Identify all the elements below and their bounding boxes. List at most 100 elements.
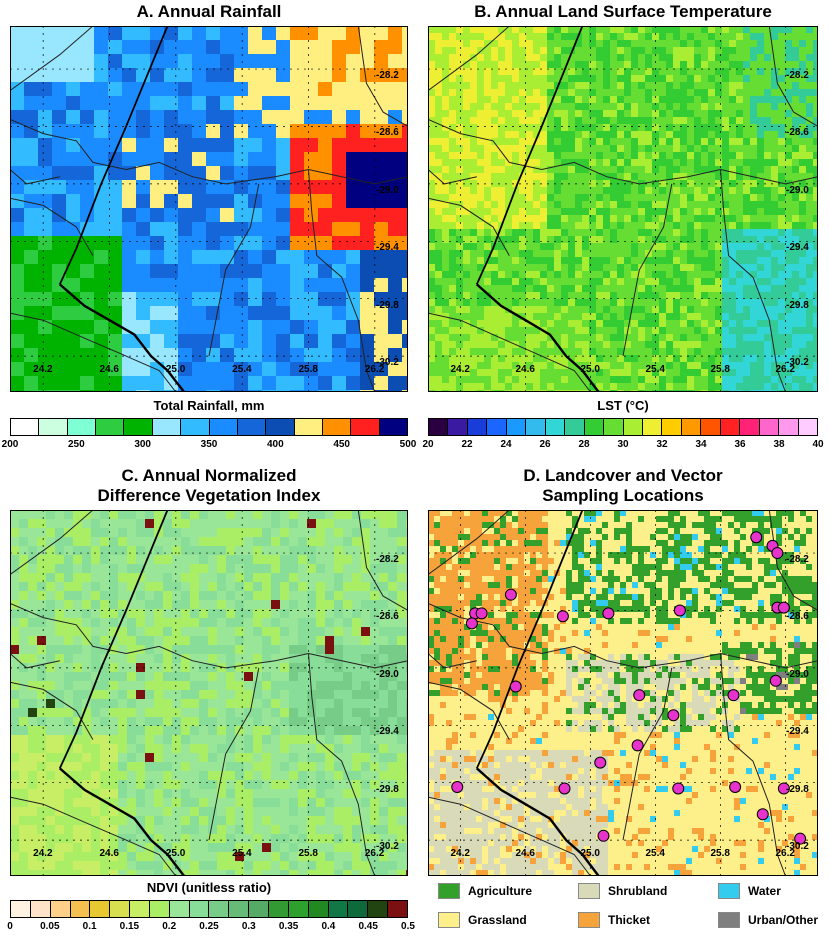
- lst-colorbar-label: LST (°C): [597, 398, 649, 413]
- panel-d-title-line1: D. Landcover and Vector: [523, 466, 723, 485]
- y-tick-label: -29.0: [786, 668, 809, 680]
- district-boundary: [768, 26, 818, 127]
- district-boundary: [10, 681, 94, 740]
- y-tick-label: -28.2: [376, 70, 399, 82]
- district-boundary: [720, 653, 786, 876]
- panel-a-title: A. Annual Rainfall: [136, 2, 282, 21]
- colorbar-swatch: [759, 419, 780, 435]
- y-tick-label: -29.8: [786, 783, 809, 795]
- x-tick-label: 25.0: [580, 364, 600, 375]
- sampling-point: [594, 756, 607, 769]
- colorbar-tick-label: 400: [266, 439, 284, 450]
- colorbar-swatch: [50, 901, 71, 917]
- y-tick-label: -29.4: [376, 242, 399, 254]
- colorbar-swatch: [623, 419, 643, 435]
- y-tick-label: -30.2: [786, 357, 809, 369]
- legend-label: Thicket: [608, 913, 651, 927]
- x-tick-label: 26.2: [364, 848, 385, 859]
- lst-map: [428, 26, 818, 392]
- x-tick-label: 25.8: [298, 364, 318, 375]
- panel-b-title: B. Annual Land Surface Temperature: [474, 2, 772, 21]
- y-tick-label: -29.8: [376, 783, 399, 795]
- colorbar-swatch: [379, 419, 408, 435]
- sampling-point: [769, 674, 782, 687]
- y-tick-label: -28.2: [376, 554, 399, 566]
- map-frame: [428, 510, 818, 876]
- district-boundary: [428, 653, 477, 669]
- map-frame: [10, 510, 408, 876]
- colorbar-tick-label: 300: [134, 439, 151, 450]
- x-tick-label: 24.2: [33, 848, 53, 859]
- legend-label: Water: [748, 884, 781, 898]
- colorbar-swatch: [124, 419, 153, 435]
- legend-swatch: [718, 883, 740, 899]
- x-tick-label: 25.8: [298, 848, 318, 859]
- river-boundary: [476, 767, 600, 876]
- district-boundary: [428, 681, 510, 740]
- colorbar-swatch: [565, 419, 585, 435]
- colorbar-swatch: [545, 419, 566, 435]
- x-tick-label: 24.2: [450, 848, 470, 859]
- colorbar-tick-label: 500: [399, 439, 417, 450]
- colorbar-swatch: [720, 419, 741, 435]
- colorbar-tick-label: 0.4: [321, 921, 336, 932]
- raster-cells: [10, 510, 408, 876]
- legend-swatch: [438, 883, 460, 899]
- colorbar-tick-label: 350: [200, 439, 218, 450]
- sampling-point: [556, 610, 569, 623]
- colorbar-tick-label: 28: [578, 439, 590, 450]
- colorbar-swatch: [288, 901, 309, 917]
- district-boundary: [10, 26, 94, 92]
- sampling-point: [667, 709, 680, 722]
- colorbar-tick-label: 200: [1, 439, 19, 450]
- district-boundary: [357, 26, 408, 127]
- ndvi-colorbar-label: NDVI (unitless ratio): [146, 880, 272, 895]
- colorbar-swatch: [110, 901, 131, 917]
- district-boundary: [622, 667, 673, 841]
- y-tick-label: -29.8: [786, 299, 809, 311]
- raster-cells: [428, 510, 818, 876]
- colorbar-swatch: [526, 419, 546, 435]
- colorbar-tick-label: 250: [67, 439, 85, 450]
- sampling-point: [777, 601, 790, 614]
- y-tick-label: -28.6: [376, 611, 399, 623]
- district-boundary: [428, 312, 591, 392]
- colorbar-tick-label: 0.15: [119, 921, 140, 932]
- rainfall-map: [10, 26, 408, 392]
- y-tick-label: -30.2: [376, 357, 399, 369]
- sampling-point: [729, 781, 742, 794]
- map-overlay: [10, 26, 408, 392]
- sampling-point: [509, 680, 522, 693]
- raster-cells: [428, 26, 818, 392]
- sampling-point: [672, 782, 685, 795]
- colorbar-swatch: [506, 419, 527, 435]
- sampling-point: [727, 689, 740, 702]
- x-tick-label: 24.6: [515, 364, 535, 375]
- panel-c-title-line1: C. Annual Normalized: [121, 466, 297, 485]
- legend-label: Agriculture: [468, 884, 533, 898]
- legend-item-water: Water: [718, 883, 781, 899]
- colorbar-swatch: [209, 901, 230, 917]
- x-tick-label: 25.0: [580, 848, 600, 859]
- panel-c-title-line2: Difference Vegetation Index: [97, 486, 321, 505]
- colorbar-swatch: [229, 901, 250, 917]
- colorbar-swatch: [294, 419, 323, 435]
- colorbar-swatch: [11, 419, 40, 435]
- district-boundary: [428, 602, 818, 669]
- x-tick-label: 25.8: [710, 848, 730, 859]
- colorbar-swatch: [181, 419, 210, 435]
- district-boundary: [428, 197, 510, 256]
- x-tick-label: 24.6: [99, 364, 119, 375]
- map-overlay: [428, 26, 818, 392]
- colorbar-swatch: [388, 901, 407, 917]
- province-boundary: [58, 510, 169, 769]
- y-tick-label: -29.0: [376, 184, 399, 196]
- colorbar-swatch: [90, 901, 111, 917]
- colorbar-tick-label: 0: [7, 921, 13, 932]
- colorbar-swatch: [681, 419, 702, 435]
- colorbar-tick-label: 40: [812, 439, 824, 450]
- colorbar-swatch: [237, 419, 267, 435]
- y-tick-label: -30.2: [786, 841, 809, 853]
- province-boundary: [475, 510, 584, 769]
- colorbar-swatch: [189, 901, 210, 917]
